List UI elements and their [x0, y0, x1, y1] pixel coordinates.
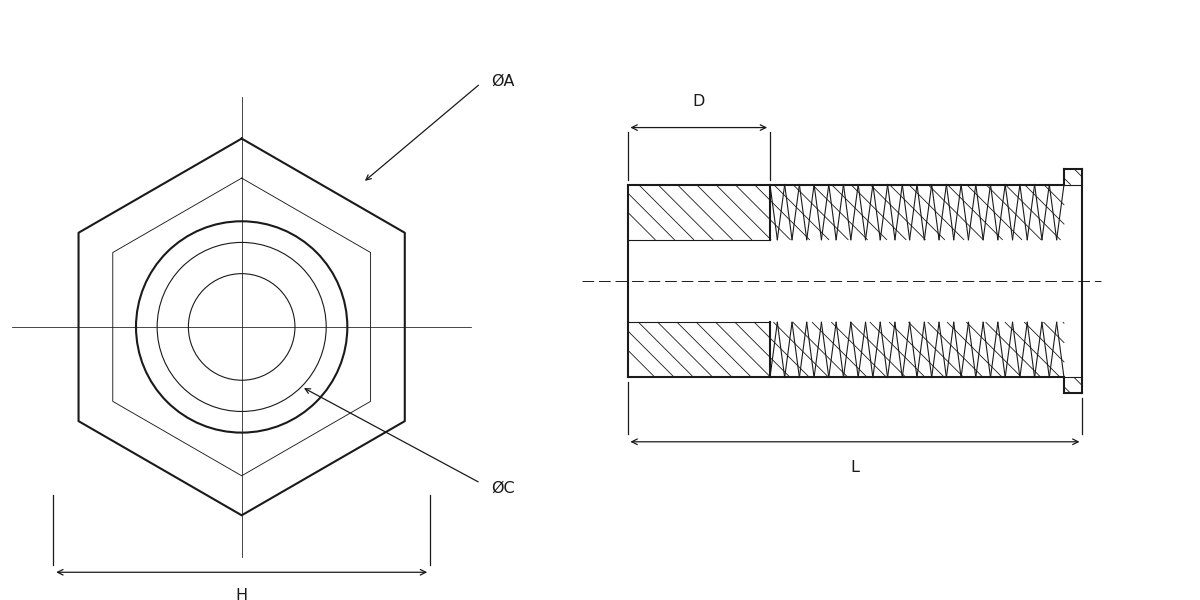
Text: ØA: ØA: [492, 74, 515, 89]
Text: ØC: ØC: [492, 480, 515, 495]
Text: D: D: [692, 94, 704, 109]
Text: H: H: [235, 588, 247, 600]
Text: L: L: [851, 460, 859, 475]
